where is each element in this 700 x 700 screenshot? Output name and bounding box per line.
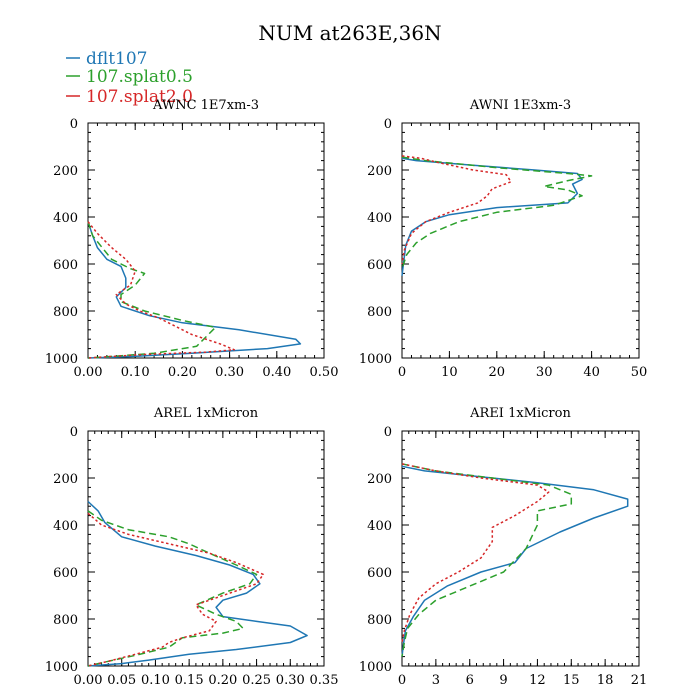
arei-series-107-splat2-0 — [401, 463, 550, 643]
awni-xtick-label: 50 — [631, 365, 648, 380]
arel-ytick-label: 200 — [53, 472, 78, 487]
arel-series-107-splat2-0 — [87, 512, 265, 667]
arei-title: AREI 1xMicron — [469, 406, 571, 421]
awni-ytick-label: 800 — [367, 305, 392, 320]
awnc-series-107-splat0-5 — [87, 221, 217, 359]
arel-xtick-label: 0.30 — [276, 673, 305, 688]
arei-frame — [401, 430, 640, 667]
awnc-xtick-label: 0.40 — [262, 365, 291, 380]
legend: dflt107 107.splat0.5 107.splat2.0 — [66, 49, 193, 107]
awnc-frame — [87, 122, 325, 359]
awni-ytick-label: 200 — [367, 164, 392, 179]
arel-xtick-label: 0.35 — [310, 673, 339, 688]
awni-xtick-label: 40 — [583, 365, 600, 380]
arei-xtick-label: 3 — [432, 673, 440, 688]
arel-ytick-label: 400 — [53, 519, 78, 534]
arei-series-dflt107 — [401, 465, 629, 657]
legend-label-0: dflt107 — [86, 49, 148, 69]
arel-ytick-label: 800 — [53, 613, 78, 628]
awni-ytick-label: 400 — [367, 211, 392, 226]
arei-series-107-splat0-5 — [401, 463, 573, 657]
awni-xtick-label: 10 — [441, 365, 458, 380]
arel-xtick-label: 0.15 — [175, 673, 204, 688]
arel-xtick-label: 0.05 — [107, 673, 136, 688]
panel-awni: AWNI 1E3xm-3 0 10 20 30 40 50 0 200 400 600 800 1000 — [359, 98, 647, 380]
arel-xtick-label: 0.25 — [242, 673, 271, 688]
arei-ytick-label: 200 — [367, 472, 392, 487]
awnc-series-107-splat2-0 — [87, 221, 236, 359]
awnc-xtick-label: 0.10 — [121, 365, 150, 380]
awnc-ytick-label: 400 — [53, 211, 78, 226]
arei-xtick-label: 18 — [597, 673, 614, 688]
arei-ytick-label: 400 — [367, 519, 392, 534]
awni-ytick-label: 600 — [367, 258, 392, 273]
awni-series-107-splat2-0 — [401, 155, 512, 265]
arei-xtick-label: 6 — [466, 673, 474, 688]
arei-ytick-label: 600 — [367, 566, 392, 581]
arel-ytick-label: 0 — [70, 425, 78, 440]
arel-xtick-label: 0.10 — [141, 673, 170, 688]
awnc-title: AWNC 1E7xm-3 — [152, 98, 259, 113]
arel-xtick-label: 0.20 — [208, 673, 237, 688]
awnc-xtick-label: 0.20 — [168, 365, 197, 380]
arei-xtick-label: 15 — [563, 673, 580, 688]
arei-ytick-label: 800 — [367, 613, 392, 628]
arel-frame — [87, 430, 325, 667]
awnc-series-dflt107 — [87, 221, 302, 359]
awni-series-dflt107 — [401, 157, 583, 276]
awni-xtick-label: 0 — [398, 365, 406, 380]
awnc-xtick-label: 0.30 — [215, 365, 244, 380]
arel-title: AREL 1xMicron — [153, 406, 259, 421]
arei-xtick-label: 12 — [529, 673, 546, 688]
arel-ytick-label: 600 — [53, 566, 78, 581]
arei-xtick-label: 0 — [398, 673, 406, 688]
awni-xtick-label: 30 — [536, 365, 553, 380]
awnc-ytick-label: 600 — [53, 258, 78, 273]
awni-frame — [401, 122, 640, 359]
awni-xtick-label: 20 — [489, 365, 506, 380]
arei-ytick-label: 0 — [384, 425, 392, 440]
panel-arei: AREI 1xMicron 0 3 6 9 12 15 18 21 0 200 400 600 800 10… — [359, 406, 647, 688]
panel-arel: AREL 1xMicron 0.00 0.05 0.10 0.15 0.20 0.25 0.3… — [45, 406, 339, 688]
arel-series-107-splat0-5 — [87, 510, 258, 667]
panel-awnc: AWNC 1E7xm-3 0.00 0.10 0.20 0.30 0.40 0.50 0 200… — [45, 98, 339, 380]
figure-title: NUM at263E,36N — [258, 21, 441, 45]
arei-xtick-label: 21 — [631, 673, 648, 688]
awnc-ytick-label: 200 — [53, 164, 78, 179]
awnc-ytick-label: 800 — [53, 305, 78, 320]
awnc-xtick-label: 0.50 — [310, 365, 339, 380]
awnc-xtick-label: 0.00 — [74, 365, 103, 380]
awni-series-107-splat0-5 — [401, 156, 593, 269]
awni-ytick-label: 1000 — [359, 352, 392, 367]
awnc-ytick-label: 1000 — [45, 352, 78, 367]
awnc-ytick-label: 0 — [70, 117, 78, 132]
arei-xtick-label: 9 — [499, 673, 507, 688]
arel-xtick-label: 0.00 — [74, 673, 103, 688]
arei-ytick-label: 1000 — [359, 660, 392, 675]
legend-label-2: 107.splat2.0 — [86, 87, 193, 107]
awni-ytick-label: 0 — [384, 117, 392, 132]
arel-ytick-label: 1000 — [45, 660, 78, 675]
legend-label-1: 107.splat0.5 — [86, 67, 193, 87]
awni-title: AWNI 1E3xm-3 — [469, 98, 571, 113]
arel-series-dflt107 — [87, 500, 308, 667]
